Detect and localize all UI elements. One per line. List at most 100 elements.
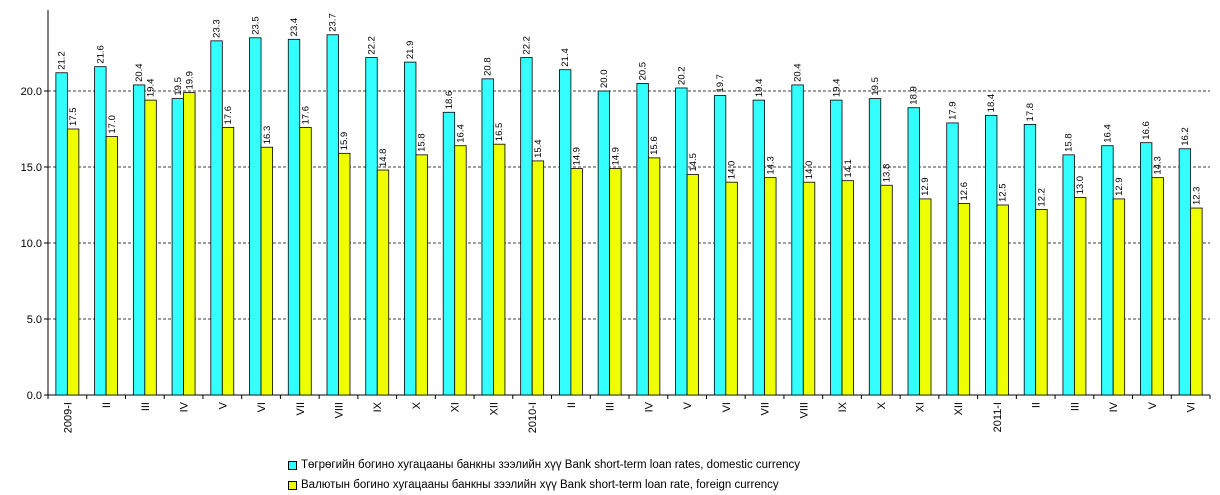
x-tick-label: 2009-I <box>62 402 74 433</box>
x-tick-label: XI <box>450 402 462 412</box>
data-label-foreign: 19.9 <box>184 71 195 90</box>
bar-foreign <box>957 203 971 396</box>
x-tick-label: VI <box>1186 402 1198 412</box>
y-tick-label: 0.0 <box>27 390 42 402</box>
data-label-domestic: 15.8 <box>1064 133 1075 152</box>
x-tick-label: 2010-I <box>527 402 539 433</box>
data-label-foreign: 14.1 <box>843 159 854 178</box>
data-label-domestic: 17.8 <box>1025 103 1036 122</box>
x-tick-label: VI <box>721 402 733 412</box>
data-label-domestic: 17.9 <box>947 101 958 120</box>
data-label-foreign: 12.9 <box>1114 177 1125 196</box>
bar-domestic <box>636 83 649 396</box>
x-tick-label: XI <box>915 402 927 412</box>
x-tick-label: X <box>876 401 888 409</box>
x-tick-label: II <box>101 402 113 408</box>
data-label-foreign: 17.5 <box>68 108 79 127</box>
bar-foreign <box>725 181 738 396</box>
legend-swatch-domestic <box>288 460 297 470</box>
bar-domestic <box>907 107 920 396</box>
data-label-domestic: 20.4 <box>134 63 145 82</box>
data-label-domestic: 19.4 <box>831 79 842 98</box>
data-label-domestic: 23.3 <box>212 19 223 38</box>
data-label-domestic: 16.4 <box>1102 124 1113 143</box>
bar-domestic <box>326 34 339 396</box>
bar-domestic <box>481 78 494 396</box>
legend-label-domestic: Төгрөгийн богино хугацааны банкны зээлий… <box>301 459 800 471</box>
bar-domestic <box>1101 145 1114 396</box>
data-label-foreign: 17.6 <box>223 106 234 125</box>
data-label-domestic: 19.4 <box>754 79 765 98</box>
data-label-domestic: 16.6 <box>1141 121 1152 140</box>
data-label-foreign: 12.5 <box>998 184 1009 203</box>
bar-domestic <box>55 72 68 396</box>
bar-foreign <box>841 180 854 396</box>
bar-foreign <box>686 174 699 396</box>
data-label-domestic: 16.2 <box>1180 127 1191 146</box>
bar-foreign <box>260 146 273 396</box>
data-label-domestic: 23.5 <box>250 16 261 35</box>
data-label-domestic: 18.9 <box>909 86 920 105</box>
x-tick-label: III <box>605 402 617 411</box>
data-label-foreign: 15.6 <box>649 136 660 155</box>
bar-domestic <box>1178 148 1192 396</box>
x-tick-label: IV <box>643 401 655 412</box>
x-tick-label: IX <box>837 401 849 412</box>
x-tick-label: XII <box>953 402 965 415</box>
data-label-foreign: 14.8 <box>378 149 389 168</box>
bar-foreign <box>531 160 545 396</box>
bar-domestic <box>713 95 727 396</box>
bar-domestic <box>365 57 378 396</box>
legend-label-foreign: Валютын богино хугацааны банкны зээлийн … <box>301 479 779 491</box>
bar-domestic <box>94 66 107 396</box>
x-tick-label: VII <box>760 402 772 415</box>
bar-domestic <box>559 69 572 396</box>
bar-foreign <box>415 154 428 396</box>
x-tick-label: VIII <box>798 402 810 419</box>
bar-foreign <box>996 204 1009 396</box>
data-label-foreign: 16.5 <box>494 123 505 142</box>
data-label-domestic: 22.2 <box>366 36 377 55</box>
bar-foreign <box>144 99 157 396</box>
data-label-foreign: 14.9 <box>572 147 583 166</box>
bar-domestic <box>830 99 843 396</box>
data-label-domestic: 20.0 <box>599 70 610 89</box>
data-label-foreign: 16.3 <box>262 126 273 145</box>
data-label-domestic: 20.8 <box>483 57 494 76</box>
bar-foreign <box>1112 198 1126 396</box>
bar-foreign <box>1190 207 1203 396</box>
x-tick-label: V <box>682 401 694 409</box>
bar-foreign <box>299 127 312 396</box>
data-label-foreign: 19.4 <box>146 79 157 98</box>
bar-domestic <box>171 98 184 396</box>
data-label-foreign: 12.6 <box>959 182 970 201</box>
data-label-domestic: 20.2 <box>676 66 687 85</box>
data-label-foreign: 15.4 <box>533 139 544 158</box>
y-tick-label: 15.0 <box>21 162 42 174</box>
data-label-domestic: 19.5 <box>173 77 184 96</box>
legend-swatch-foreign <box>288 480 297 490</box>
x-tick-label: V <box>217 401 229 409</box>
data-label-domestic: 21.4 <box>560 48 571 67</box>
data-label-foreign: 14.3 <box>765 156 776 175</box>
bar-domestic <box>287 38 301 396</box>
bar-foreign <box>802 181 816 396</box>
data-label-domestic: 20.4 <box>793 63 804 82</box>
data-label-foreign: 17.0 <box>107 115 118 134</box>
y-tick-label: 20.0 <box>21 86 42 98</box>
data-label-domestic: 21.6 <box>95 45 106 64</box>
bar-domestic <box>1023 124 1037 396</box>
x-tick-label: IV <box>179 401 191 412</box>
bar-domestic <box>520 57 533 396</box>
x-tick-label: VII <box>295 402 307 415</box>
data-label-foreign: 13.0 <box>1075 176 1086 195</box>
legend-item-domestic: Төгрөгийн богино хугацааны банкны зээлий… <box>288 455 800 475</box>
chart-plot: 0.0 5.0 10.0 15.0 20.0 21.2 17.5 2009-I 21.6 17.0… <box>21 10 1211 433</box>
x-tick-label: 2011-I <box>992 402 1004 432</box>
data-label-foreign: 12.3 <box>1191 187 1202 206</box>
bar-domestic <box>442 111 456 396</box>
data-label-foreign: 14.0 <box>804 161 815 180</box>
data-label-domestic: 18.6 <box>444 91 455 110</box>
bar-foreign <box>66 128 80 396</box>
data-label-domestic: 23.7 <box>328 13 339 32</box>
